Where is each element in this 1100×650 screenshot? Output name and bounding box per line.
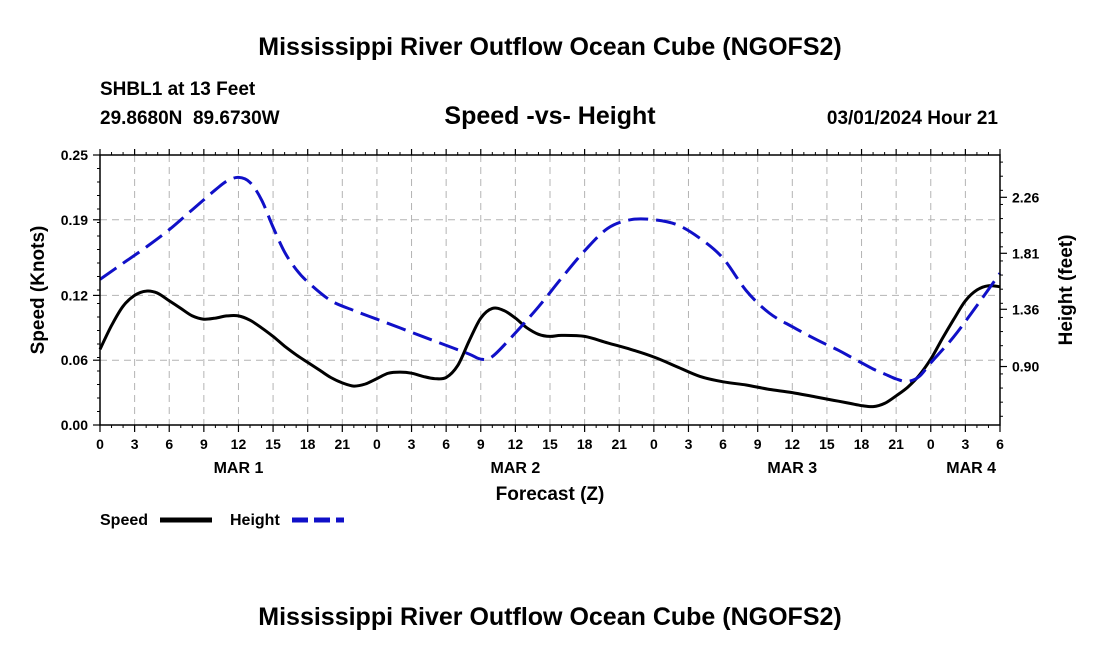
x-tick-label: 6 [996,436,1004,452]
y-tick-label: 0.12 [61,287,88,303]
x-tick-label: 0 [96,436,104,452]
x-tick-label: 3 [961,436,969,452]
x-tick-label: 21 [888,436,904,452]
x-tick-label: 12 [231,436,247,452]
x-tick-label: 3 [408,436,416,452]
station-label: SHBL1 at 13 Feet [100,79,256,100]
x-tick-label: 18 [577,436,593,452]
x-tick-label: 9 [200,436,208,452]
x-tick-label: 0 [650,436,658,452]
footer-title: Mississippi River Outflow Ocean Cube (NG… [258,603,841,631]
x-tick-label: 15 [265,436,281,452]
speed-series-line [98,284,1001,409]
x-tick-label: 3 [685,436,693,452]
y2-axis-label: Height (feet) [1056,235,1077,346]
x-tick-label: 12 [785,436,801,452]
x-tick-label: 0 [373,436,381,452]
chart-subtitle: Speed -vs- Height [444,102,656,130]
date-label: MAR 4 [946,460,996,477]
x-tick-label: 12 [508,436,524,452]
y2-tick-label: 2.26 [1012,189,1039,205]
x-tick-label: 21 [335,436,351,452]
x-axis-label: Forecast (Z) [496,484,605,505]
x-tick-label: 21 [611,436,627,452]
series-lines [98,175,1002,409]
y2-tick-label: 1.81 [1012,245,1039,261]
coordinates-label: 29.8680N 89.6730W [100,108,280,129]
height-series-line [99,175,1002,384]
main-title: Mississippi River Outflow Ocean Cube (NG… [258,33,841,61]
y2-tick-label: 1.36 [1012,301,1039,317]
x-tick-label: 6 [719,436,727,452]
y-tick-label: 0.06 [61,352,88,368]
date-label: MAR 1 [214,460,264,477]
legend: Speed Height [100,512,344,529]
x-tick-label: 18 [300,436,316,452]
y2-tick-label: 0.90 [1012,359,1039,375]
legend-speed-label: Speed [100,512,148,529]
date-label: MAR 3 [767,460,817,477]
x-tick-label: 15 [542,436,558,452]
x-tick-label: 18 [854,436,870,452]
axis-ticks [93,149,1007,432]
axis-tick-labels: 0 3 6 9 12 15 18 21 0 3 6 9 12 15 18 21 0 3 6 9 12 15 18 21 0 3 6M… [61,147,1040,477]
x-tick-label: 15 [819,436,835,452]
y-tick-label: 0.25 [61,147,88,163]
x-tick-label: 3 [131,436,139,452]
y-tick-label: 0.00 [61,417,88,433]
grid-lines [100,155,1000,425]
date-label: MAR 2 [490,460,540,477]
x-tick-label: 9 [754,436,762,452]
x-tick-label: 6 [165,436,173,452]
x-tick-label: 6 [442,436,450,452]
y-tick-label: 0.19 [61,212,88,228]
x-tick-label: 0 [927,436,935,452]
x-tick-label: 9 [477,436,485,452]
y-axis-label: Speed (Knots) [28,226,49,355]
legend-height-label: Height [230,512,280,529]
timestamp-label: 03/01/2024 Hour 21 [827,108,999,129]
